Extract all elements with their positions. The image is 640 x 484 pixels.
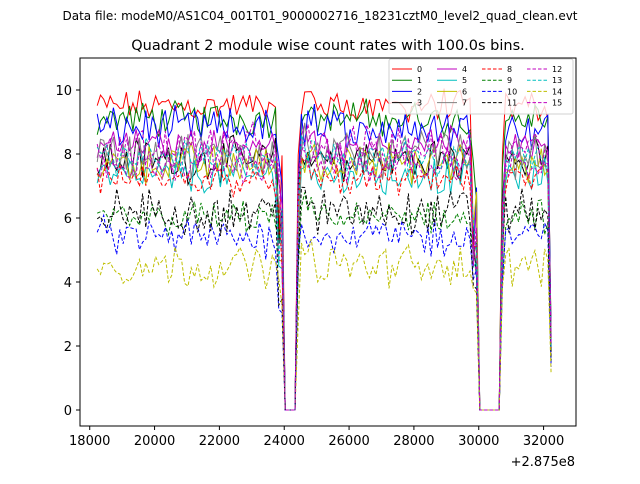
x-tick-label: 26000 [328, 434, 369, 449]
legend-label-15: 15 [552, 99, 562, 108]
y-tick-label: 10 [55, 84, 72, 99]
legend-label-4: 4 [462, 65, 467, 74]
series-layer [96, 88, 552, 411]
legend-label-10: 10 [507, 87, 517, 96]
x-tick-label: 18000 [69, 434, 110, 449]
y-tick-label: 2 [64, 340, 72, 355]
series-line-10 [96, 213, 552, 411]
series-line-6 [96, 141, 552, 411]
x-tick-label: 22000 [199, 434, 240, 449]
y-tick-label: 8 [64, 148, 72, 163]
legend-label-9: 9 [507, 76, 512, 85]
legend-label-3: 3 [417, 99, 422, 108]
suptitle: Data file: modeM0/AS1C04_001T01_90000027… [62, 9, 577, 23]
chart-title: Quadrant 2 module wise count rates with … [131, 38, 525, 54]
series-line-2 [96, 104, 552, 411]
y-tick-label: 6 [64, 212, 72, 227]
x-tick-label: 28000 [393, 434, 434, 449]
legend-label-0: 0 [417, 65, 422, 74]
series-line-12 [96, 147, 552, 411]
x-tick-label: 30000 [458, 434, 499, 449]
y-axis-ticks: 0 2 4 6 8 10 [55, 84, 80, 419]
y-tick-label: 0 [64, 404, 72, 419]
series-line-0 [96, 88, 552, 411]
legend-label-11: 11 [507, 99, 517, 108]
legend-label-2: 2 [417, 87, 422, 96]
legend-label-7: 7 [462, 99, 467, 108]
legend-label-1: 1 [417, 76, 422, 85]
y-tick-label: 4 [64, 276, 72, 291]
x-tick-label: 24000 [264, 434, 305, 449]
legend-label-5: 5 [462, 76, 467, 85]
x-offset-label: +2.875e8 [511, 455, 575, 470]
axes-frame [79, 57, 577, 427]
series-line-11 [96, 186, 552, 411]
legend-label-8: 8 [507, 65, 512, 74]
series-line-14 [96, 238, 552, 411]
x-axis-ticks: 18000 20000 22000 24000 26000 28000 30000 32000 [69, 426, 564, 449]
legend-label-13: 13 [552, 76, 562, 85]
legend-frame [388, 58, 574, 115]
series-line-4 [96, 124, 552, 411]
series-line-3 [96, 133, 552, 411]
series-line-9 [97, 192, 552, 411]
legend-label-12: 12 [552, 65, 562, 74]
series-line-1 [96, 98, 552, 411]
series-line-8 [96, 157, 552, 411]
legend-label-14: 14 [552, 87, 562, 96]
series-line-13 [96, 134, 552, 411]
x-tick-label: 32000 [523, 434, 564, 449]
series-line-5 [96, 154, 552, 411]
legend-label-6: 6 [462, 87, 467, 96]
x-tick-label: 20000 [134, 434, 175, 449]
